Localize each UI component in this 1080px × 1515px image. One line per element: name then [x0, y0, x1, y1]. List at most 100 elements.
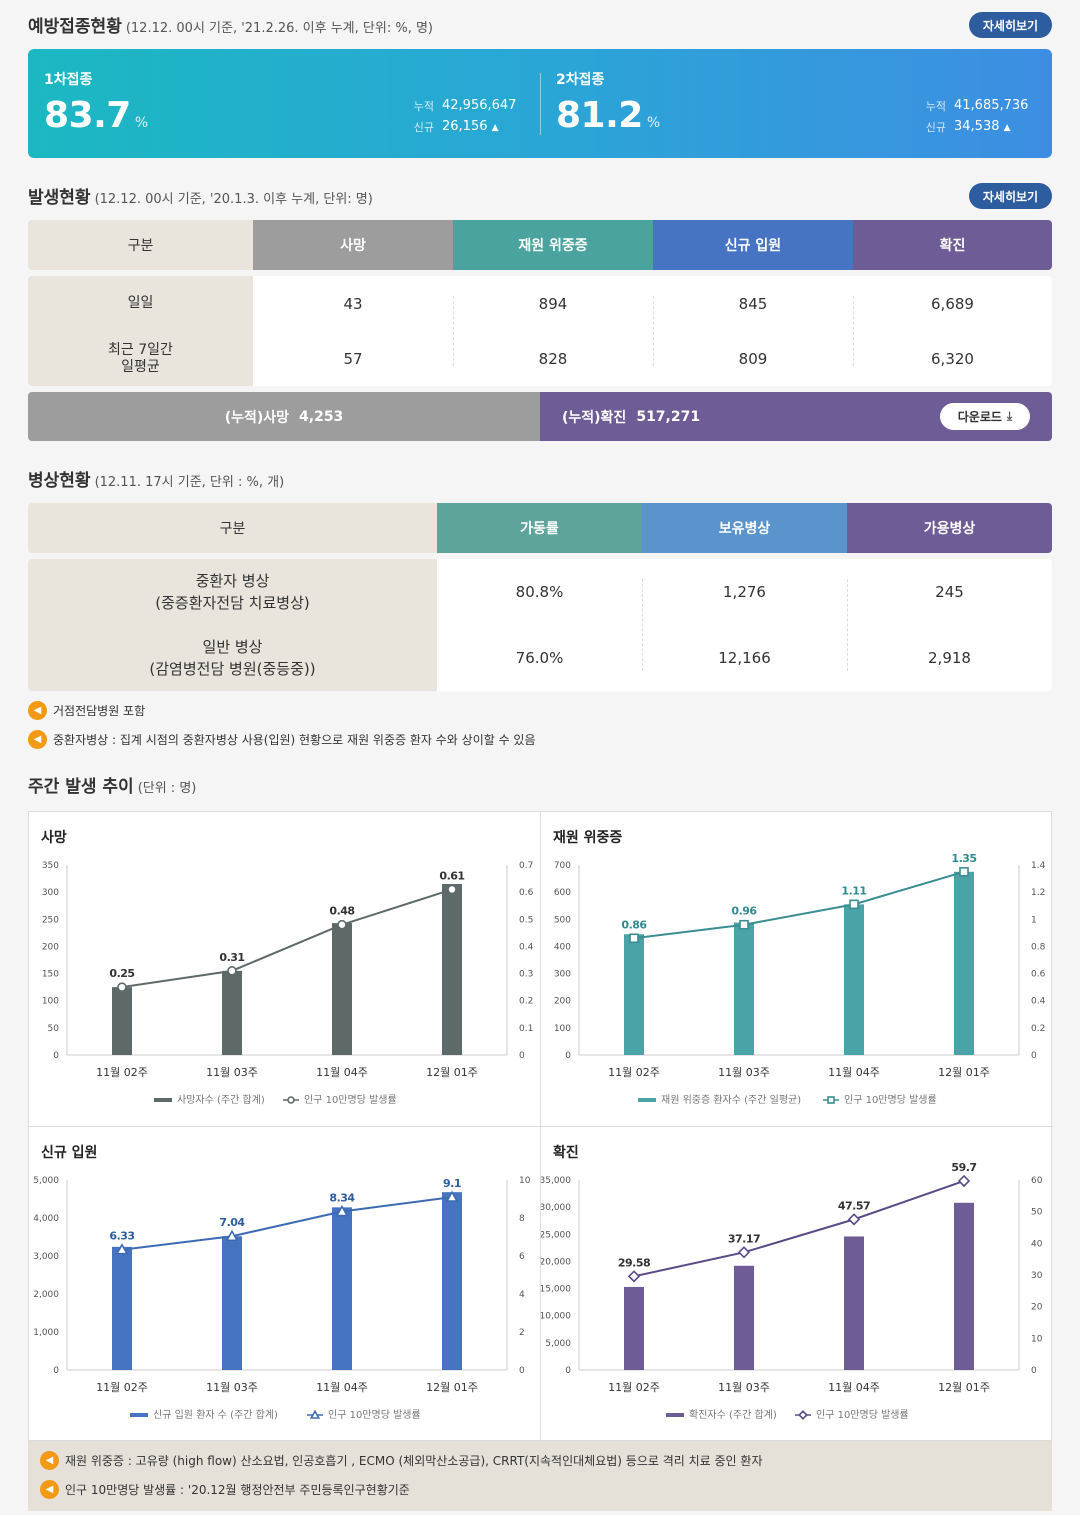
occurrence-cell: 57 [343, 349, 363, 368]
y-tick-label: 200 [554, 997, 571, 1007]
y2-tick-label: 0 [1031, 1051, 1037, 1061]
legend-line-label: 인구 10만명당 발생률 [304, 1094, 397, 1106]
legend-bar-label: 재원 위중증 환자수 (주간 일평균) [661, 1093, 801, 1106]
occurrence-table-body: 일일 최근 7일간 일평균 43 57 894 828 845 809 6,689 6,320 [28, 276, 1052, 386]
y2-tick-label: 1 [1031, 915, 1037, 925]
first-dose-unit: % [134, 115, 148, 131]
first-new-value: 26,156 [442, 119, 488, 134]
cumulative-confirmed-value: 517,271 [636, 408, 701, 425]
cumulative-bar: (누적)사망 4,253 (누적)확진 517,271 다운로드 ⤓ [28, 392, 1052, 441]
y-tick-label: 150 [42, 970, 59, 980]
speaker-icon: ◀ [40, 1480, 59, 1499]
vaccination-subtitle: (12.12. 00시 기준, '21.2.26. 이후 누계, 단위: %, … [125, 21, 433, 36]
y-tick-label: 50 [48, 1024, 60, 1034]
y-tick-label: 1,000 [33, 1328, 59, 1338]
vaccination-more-button[interactable]: 자세히보기 [969, 12, 1052, 38]
second-dose-stats: 누적 41,685,736 신규 34,538 ▲ [926, 95, 1038, 137]
point-label: 6.33 [109, 1230, 134, 1243]
point-label: 1.11 [841, 884, 866, 897]
y-tick-label: 300 [554, 970, 571, 980]
y-tick-label: 3,000 [33, 1252, 59, 1262]
beds-row-label-main: 일반 병상 [202, 638, 263, 656]
chart-critical-svg: 0 100 200 300 400 500 600 700 0 0.2 0.4 0.6 0.8 1 1.2 1… [554, 852, 1046, 1106]
up-arrow-icon: ▲ [1003, 123, 1011, 133]
chart-death-svg: 0 50 100 150 200 250 300 350 0 0.1 0.2 0.3 0.4 0.5 0.6… [42, 861, 534, 1106]
rate-point [225, 1229, 239, 1242]
x-tick-label: 11월 04주 [828, 1381, 880, 1394]
y-tick-label: 350 [42, 861, 59, 871]
chart-confirmed: 확진 0 5,000 10,000 15,000 20,000 25,000 30,000 3… [541, 1127, 1053, 1442]
second-dose-label: 2차접종 [556, 72, 605, 88]
y2-tick-label: 8 [519, 1214, 525, 1224]
point-label: 0.61 [439, 869, 464, 882]
rate-point [335, 1204, 349, 1217]
legend-line-label: 인구 10만명당 발생률 [328, 1409, 421, 1421]
occurrence-subtitle: (12.12. 00시 기준, '20.1.3. 이후 누계, 단위: 명) [94, 192, 373, 207]
y-tick-label: 35,000 [541, 1176, 571, 1186]
speaker-icon: ◀ [28, 701, 47, 720]
chart-admission: 신규 입원 0 1,000 2,000 3,000 4,000 5,000 0 2 4 6 8 10 1… [29, 1127, 541, 1442]
y2-tick-label: 10 [1031, 1334, 1043, 1344]
y-tick-label: 200 [42, 942, 59, 952]
occurrence-cell: 6,320 [931, 349, 974, 368]
footer-notes: ◀ 재원 위중증 : 고유량 (high flow) 산소요법, 인공호흡기 , … [28, 1441, 1052, 1511]
x-tick-label: 11월 03주 [206, 1066, 258, 1079]
occurrence-more-button[interactable]: 자세히보기 [969, 183, 1052, 209]
occurrence-table-header: 구분 사망 재원 위중증 신규 입원 확진 [28, 220, 1052, 270]
y-tick-label: 700 [554, 861, 571, 871]
first-dose-stats: 누적 42,956,647 신규 26,156 ▲ [414, 95, 526, 137]
y-tick-label: 0 [53, 1366, 59, 1376]
rate-point [957, 1174, 971, 1188]
second-cum-label: 누적 [925, 99, 946, 113]
y-tick-label: 250 [42, 915, 59, 925]
y2-tick-label: 0.5 [519, 915, 533, 925]
chart-confirmed-title: 확진 [553, 1145, 579, 1161]
second-dose-pct: 81.2 [556, 95, 643, 136]
weekly-section-title: 주간 발생 추이 (단위 : 명) [28, 772, 196, 797]
rate-point [337, 919, 347, 930]
cumulative-death-label: (누적)사망 [224, 409, 290, 426]
y-tick-label: 30,000 [541, 1203, 571, 1213]
y2-tick-label: 0 [519, 1366, 525, 1376]
second-dose-unit: % [646, 115, 660, 131]
occurrence-header-cell: 재원 위중증 [453, 220, 653, 270]
speaker-icon: ◀ [40, 1451, 59, 1470]
rate-point [737, 1246, 751, 1259]
y-tick-label: 4,000 [33, 1214, 59, 1224]
occurrence-data-column: 894 828 [453, 276, 653, 386]
rate-point [445, 1190, 459, 1202]
point-label: 1.35 [951, 852, 976, 865]
bar [332, 923, 352, 1055]
y-tick-label: 0 [565, 1051, 571, 1061]
point-label: 0.86 [621, 918, 647, 931]
bar [844, 904, 864, 1055]
legend-marker [827, 1096, 835, 1104]
download-icon: ⤓ [1006, 409, 1013, 423]
occurrence-cell: 6,689 [931, 294, 974, 313]
bar [442, 884, 462, 1055]
rate-line [121, 1196, 453, 1251]
second-new-label: 신규 [925, 120, 946, 134]
y2-tick-label: 0 [519, 1051, 525, 1061]
legend-marker [309, 1409, 321, 1419]
chart-divider-horizontal [29, 1126, 1053, 1127]
second-dose-panel: 2차접종 81.2% 누적 41,685,736 신규 34,538 ▲ [540, 49, 1052, 158]
x-tick-label: 12월 01주 [938, 1381, 990, 1394]
beds-subtitle: (12.11. 17시 기준, 단위 : %, 개) [94, 475, 285, 490]
footer-note-2: ◀ 인구 10만명당 발생률 : '20.12월 행정안전부 주민등록인구현황기준 [40, 1480, 410, 1499]
y-tick-label: 2,000 [33, 1290, 59, 1300]
download-button[interactable]: 다운로드 ⤓ [940, 403, 1030, 430]
x-tick-label: 12월 01주 [426, 1066, 478, 1079]
beds-header-cell: 가용병상 [847, 503, 1052, 553]
bar [624, 1286, 644, 1370]
occurrence-header-cell: 신규 입원 [653, 220, 853, 270]
beds-section-title: 병상현황 (12.11. 17시 기준, 단위 : %, 개) [28, 466, 284, 491]
occurrence-row-label: 일일 [127, 295, 154, 311]
rate-point [739, 919, 749, 930]
weekly-subtitle: (단위 : 명) [137, 781, 197, 796]
y-tick-label: 10,000 [541, 1312, 571, 1322]
beds-row-label: 일반 병상 (감염병전담 병원(중등중)) [28, 625, 437, 691]
second-cum-value: 41,685,736 [954, 98, 1029, 113]
point-label: 7.04 [219, 1216, 245, 1229]
x-tick-label: 11월 02주 [608, 1066, 660, 1079]
